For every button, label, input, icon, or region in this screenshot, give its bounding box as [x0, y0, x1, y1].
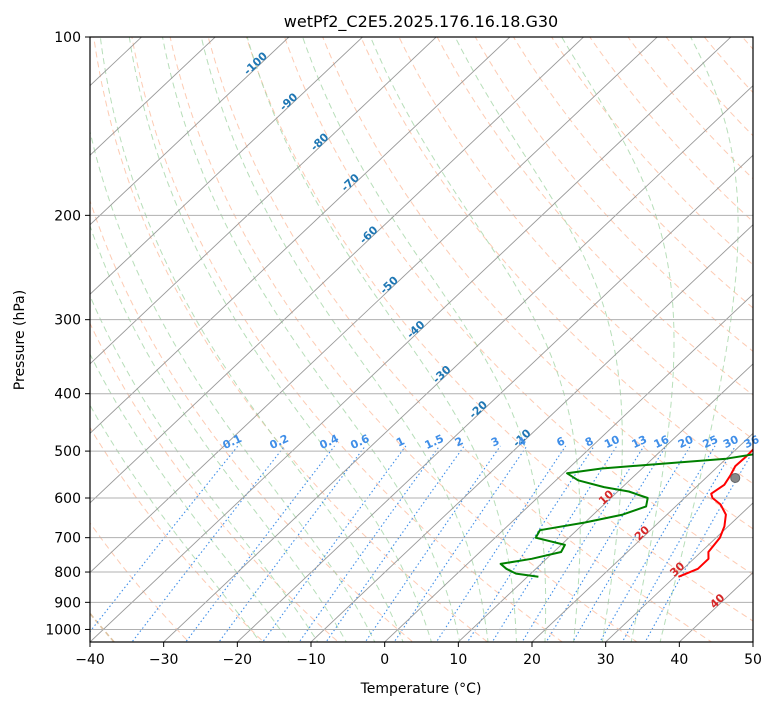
isotherm-line [163, 85, 753, 642]
isobars [90, 37, 753, 630]
x-tick-label: −20 [223, 652, 253, 668]
mixing-ratio-label: 30 [721, 433, 741, 451]
isotherm-line [605, 502, 753, 642]
moist-adiabat-line [162, 37, 461, 642]
isotherm-line [90, 37, 437, 365]
y-tick-label: 100 [54, 30, 81, 46]
isotherm-line [90, 37, 364, 295]
mixing-ratio-label: 25 [701, 433, 720, 451]
lcl-marker [730, 472, 741, 483]
moist-adiabat-line [302, 37, 547, 642]
isotherm-line [457, 363, 753, 642]
moist-adiabat-line [370, 37, 581, 642]
x-axis-ticks: −40 −30 −20 −10 0 10 20 30 40 50 [75, 642, 762, 668]
isotherm-line [90, 37, 585, 504]
mixing-ratio-line [393, 445, 528, 642]
x-tick-label: −10 [296, 652, 326, 668]
mixing-ratio-label: 16 [652, 433, 672, 451]
moist-adiabat-line [246, 37, 517, 642]
x-tick-label: 0 [380, 652, 389, 668]
dry-adiabat-line [322, 37, 753, 530]
dry-adiabat-line [90, 426, 265, 642]
dry-adiabat-line [360, 37, 753, 485]
temperature-profile-line [678, 448, 753, 578]
moist-adiabat-line [90, 404, 261, 642]
moist-adiabat-line [454, 37, 623, 642]
x-tick-label: −30 [149, 652, 179, 668]
mixing-ratio-line [364, 445, 501, 642]
plot-frame [89, 36, 754, 643]
y-tick-label: 800 [54, 565, 81, 581]
mixing-ratio-label: 36 [742, 433, 762, 451]
mixing-ratio-label: 20 [676, 433, 696, 451]
dry-adiabat-line [169, 37, 638, 642]
dewpoint-profile-line [499, 453, 753, 578]
dry-adiabat-line [398, 37, 753, 440]
y-axis-title: Pressure (hPa) [12, 290, 28, 390]
isotherm-line [90, 37, 511, 434]
y-tick-label: 300 [54, 313, 81, 329]
isotherms [90, 37, 753, 642]
dry-adiabat-line [207, 37, 713, 642]
y-tick-label: 600 [54, 491, 81, 507]
profile-lines [499, 448, 753, 578]
y-tick-label: 500 [54, 444, 81, 460]
isotherm-line [90, 37, 658, 574]
x-axis-title: Temperature (°C) [360, 681, 482, 697]
y-axis-ticks: 100 200 300 400 500 600 700 800 900 1000 [45, 30, 90, 638]
isotherm-line [310, 224, 753, 642]
y-tick-label: 1000 [45, 622, 81, 638]
y-tick-label: 400 [54, 387, 81, 403]
isotherm-line [531, 432, 753, 642]
x-tick-label: −40 [75, 652, 105, 668]
dry-adiabat-line [245, 37, 753, 622]
x-tick-label: 50 [744, 652, 762, 668]
chart-title: wetPf2_C2E5.2025.176.16.18.G30 [284, 12, 558, 32]
dry-adiabat-line [512, 37, 753, 309]
moist-adiabat-line [99, 37, 404, 642]
dry-adiabat-line [474, 37, 753, 352]
isotherm-line [236, 154, 753, 642]
mixing-ratio-label: 10 [602, 433, 622, 451]
mixing-ratio-line [262, 445, 407, 642]
plot-area [90, 37, 753, 642]
dry-adiabat-line [436, 37, 753, 396]
y-tick-label: 200 [54, 208, 81, 224]
y-tick-label: 700 [54, 531, 81, 547]
isotherm-line [384, 293, 753, 642]
x-tick-label: 20 [523, 652, 541, 668]
dry-adiabat-line [131, 37, 564, 642]
isotherm-line [90, 37, 290, 226]
x-tick-label: 30 [597, 652, 615, 668]
y-tick-label: 900 [54, 595, 81, 611]
x-tick-label: 10 [449, 652, 467, 668]
dry-adiabat-line [90, 322, 339, 642]
isotherm-line [90, 37, 216, 156]
dry-adiabat-line [90, 199, 414, 642]
mixing-ratio-label: 13 [630, 433, 649, 451]
isotherm-line [90, 37, 732, 642]
x-tick-label: 40 [670, 652, 688, 668]
